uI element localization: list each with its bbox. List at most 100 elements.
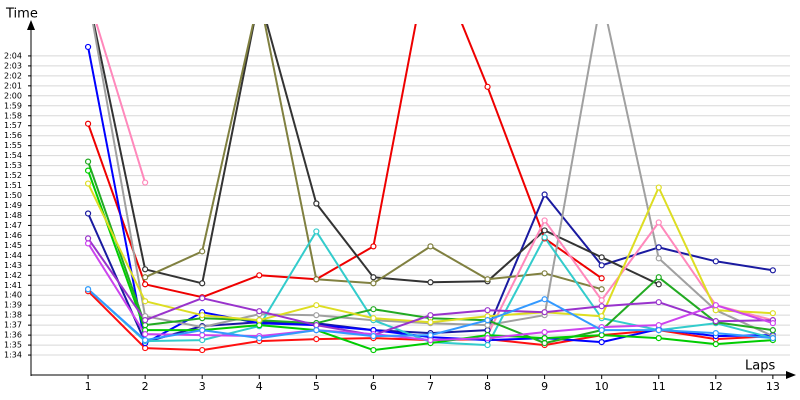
y-tick-label: 2:02 bbox=[4, 71, 22, 80]
y-tick-label: 1:39 bbox=[4, 301, 22, 310]
data-point bbox=[484, 83, 491, 90]
data-point bbox=[712, 340, 719, 348]
y-tick-label: 1:52 bbox=[4, 171, 22, 180]
data-point bbox=[370, 280, 377, 287]
data-point bbox=[84, 180, 92, 187]
data-point bbox=[484, 307, 491, 314]
y-tick-label: 1:45 bbox=[4, 241, 22, 250]
data-point bbox=[541, 296, 548, 303]
data-point bbox=[484, 335, 491, 342]
data-point bbox=[142, 281, 149, 288]
series-line bbox=[87, 24, 603, 299]
data-point bbox=[598, 313, 605, 320]
data-point bbox=[598, 275, 605, 282]
data-point bbox=[199, 312, 206, 319]
data-point bbox=[199, 332, 206, 339]
x-tick-label: 11 bbox=[652, 380, 666, 393]
data-point bbox=[427, 312, 434, 319]
data-point bbox=[541, 191, 548, 198]
y-tick-label: 1:56 bbox=[4, 131, 22, 140]
data-point bbox=[712, 258, 719, 265]
x-tick-label: 5 bbox=[313, 380, 320, 393]
data-point bbox=[370, 333, 377, 340]
data-point bbox=[142, 322, 149, 329]
y-axis-label: Time bbox=[5, 7, 38, 22]
data-point bbox=[256, 308, 263, 315]
data-point bbox=[598, 338, 605, 346]
data-point bbox=[655, 281, 662, 288]
data-point bbox=[655, 244, 662, 251]
data-point bbox=[142, 331, 149, 338]
data-point bbox=[598, 297, 605, 304]
data-point bbox=[84, 210, 92, 217]
data-point bbox=[712, 330, 719, 337]
data-point bbox=[199, 248, 206, 255]
data-point bbox=[712, 318, 719, 325]
data-point bbox=[655, 335, 662, 342]
data-point bbox=[541, 339, 548, 347]
data-point bbox=[256, 317, 263, 324]
y-tick-label: 1:37 bbox=[4, 321, 22, 330]
data-point bbox=[712, 302, 719, 309]
data-point bbox=[655, 299, 662, 306]
y-axis-arrow bbox=[27, 20, 35, 30]
data-point bbox=[370, 243, 377, 250]
data-point bbox=[769, 267, 776, 274]
x-tick-label: 12 bbox=[709, 380, 723, 393]
data-point bbox=[427, 332, 434, 339]
data-point bbox=[427, 319, 434, 326]
data-point bbox=[199, 295, 206, 302]
y-tick-label: 1:58 bbox=[4, 111, 22, 120]
y-tick-label: 2:01 bbox=[4, 81, 22, 90]
data-point bbox=[427, 243, 434, 250]
data-point bbox=[199, 327, 206, 334]
y-tick-label: 2:03 bbox=[4, 61, 22, 70]
x-axis-arrow bbox=[786, 371, 796, 379]
data-point bbox=[769, 310, 776, 317]
data-point bbox=[484, 341, 491, 349]
data-point bbox=[541, 329, 548, 336]
data-point bbox=[655, 255, 662, 262]
y-tick-label: 1:57 bbox=[4, 121, 22, 130]
data-point bbox=[313, 312, 320, 319]
data-point bbox=[370, 315, 377, 322]
data-point bbox=[712, 307, 719, 314]
data-point bbox=[541, 227, 548, 234]
x-tick-label: 6 bbox=[370, 380, 377, 393]
y-tick-label: 1:59 bbox=[4, 101, 22, 110]
data-point bbox=[142, 179, 149, 186]
data-point bbox=[598, 254, 605, 261]
x-axis-label: Laps bbox=[745, 359, 775, 374]
data-point bbox=[598, 262, 605, 269]
y-tick-label: 1:42 bbox=[4, 271, 22, 280]
data-point bbox=[598, 303, 605, 310]
x-tick-label: 9 bbox=[541, 380, 548, 393]
data-point bbox=[313, 276, 320, 283]
data-point bbox=[313, 336, 320, 343]
y-tick-label: 2:00 bbox=[4, 91, 22, 100]
data-point bbox=[484, 317, 491, 324]
data-point bbox=[655, 322, 662, 329]
data-point bbox=[84, 240, 92, 247]
y-tick-label: 1:41 bbox=[4, 281, 22, 290]
y-tick-label: 1:35 bbox=[4, 341, 22, 350]
data-point bbox=[142, 337, 149, 344]
data-point bbox=[769, 335, 776, 342]
y-tick-label: 2:04 bbox=[4, 51, 22, 60]
data-point bbox=[541, 335, 548, 342]
data-point bbox=[598, 332, 605, 339]
y-tick-label: 1:36 bbox=[4, 331, 22, 340]
data-point bbox=[484, 327, 491, 334]
x-tick-label: 2 bbox=[142, 380, 149, 393]
y-tick-label: 1:38 bbox=[4, 311, 22, 320]
data-point bbox=[142, 317, 149, 324]
data-point bbox=[370, 306, 377, 313]
y-tick-label: 1:50 bbox=[4, 191, 22, 200]
data-point bbox=[313, 228, 320, 235]
data-point bbox=[541, 270, 548, 277]
data-point bbox=[313, 200, 320, 207]
data-point bbox=[199, 280, 206, 287]
x-tick-label: 7 bbox=[427, 380, 434, 393]
y-tick-label: 1:46 bbox=[4, 231, 22, 240]
